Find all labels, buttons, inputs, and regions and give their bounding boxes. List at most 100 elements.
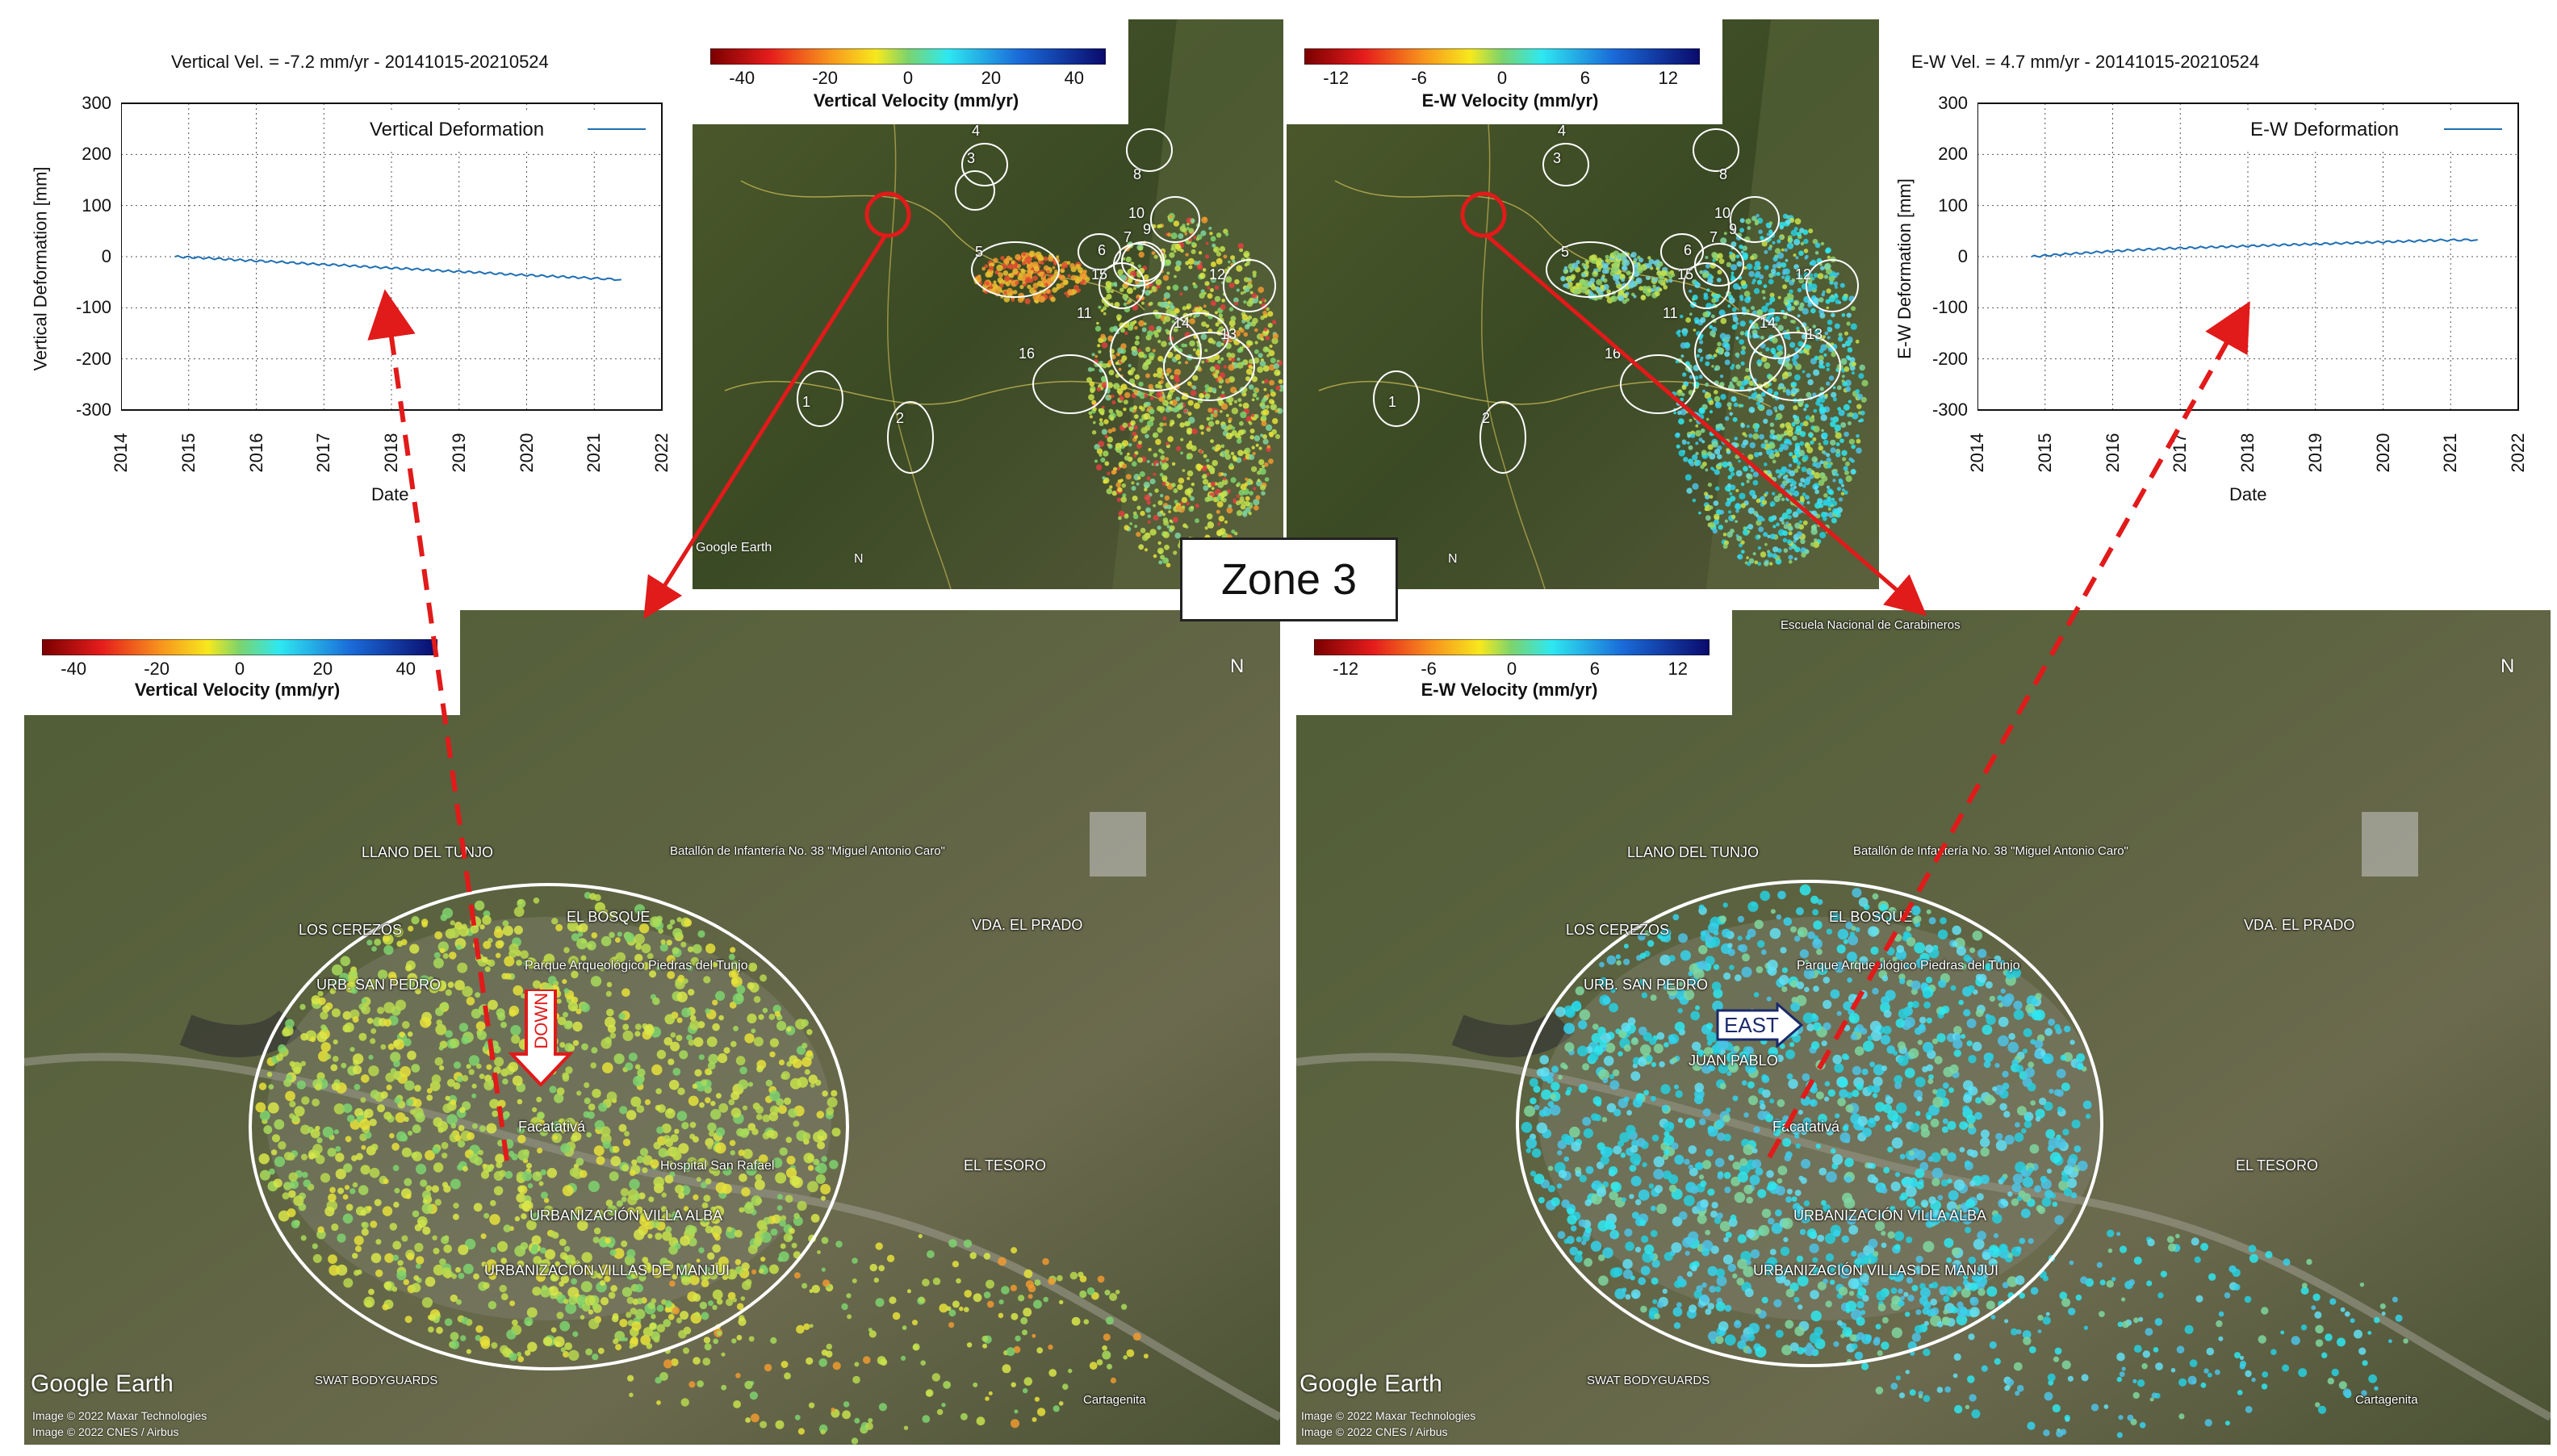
velocity-point: [730, 969, 739, 977]
velocity-point: [1683, 457, 1689, 462]
velocity-point: [989, 266, 994, 271]
velocity-point: [983, 1291, 991, 1299]
velocity-point: [754, 1161, 761, 1169]
velocity-point: [1756, 498, 1761, 504]
velocity-point: [1756, 401, 1760, 406]
ov-e-zones-zone-11: 11: [1663, 305, 1678, 321]
velocity-point: [1754, 428, 1759, 433]
velocity-point: [450, 920, 455, 926]
velocity-point: [1163, 520, 1170, 526]
velocity-point: [1819, 312, 1826, 319]
velocity-point: [396, 1131, 407, 1142]
velocity-point: [983, 1253, 991, 1260]
velocity-point: [1684, 381, 1689, 386]
velocity-point: [516, 1193, 526, 1203]
velocity-point: [780, 1243, 786, 1249]
velocity-point: [1272, 418, 1278, 425]
velocity-point: [1813, 297, 1819, 303]
velocity-point: [991, 283, 998, 290]
velocity-point: [1183, 343, 1188, 348]
velocity-point: [1131, 481, 1135, 485]
velocity-point: [846, 1293, 852, 1299]
velocity-point: [1717, 278, 1722, 282]
velocity-point: [1105, 281, 1111, 287]
velocity-point: [511, 1035, 521, 1044]
velocity-point: [559, 1238, 567, 1246]
velocity-point: [1221, 391, 1225, 395]
velocity-point: [758, 1154, 768, 1164]
velocity-point: [1780, 236, 1783, 239]
velocity-point: [316, 1137, 323, 1144]
velocity-point: [1156, 371, 1163, 379]
velocity-point: [721, 1384, 727, 1391]
velocity-point: [1718, 525, 1723, 530]
velocity-point: [1166, 372, 1170, 376]
velocity-point: [425, 1185, 433, 1192]
velocity-point: [1686, 441, 1690, 445]
velocity-point: [1182, 505, 1186, 509]
velocity-point: [563, 988, 570, 994]
velocity-point: [1748, 395, 1751, 400]
velocity-point: [414, 1085, 421, 1092]
velocity-point: [1931, 1167, 1944, 1179]
velocity-point: [1821, 429, 1824, 433]
ov-v-zones-zone-10: 10: [1128, 205, 1145, 221]
velocity-point: [710, 1213, 721, 1224]
velocity-point: [1975, 1097, 1982, 1104]
velocity-point: [1758, 404, 1764, 410]
velocity-point: [1795, 256, 1799, 260]
velocity-point: [1769, 296, 1776, 303]
velocity-point: [521, 1200, 534, 1211]
velocity-point: [1739, 218, 1745, 224]
velocity-point: [486, 1049, 494, 1056]
velocity-point: [1839, 438, 1844, 443]
velocity-point: [584, 1082, 590, 1089]
velocity-point: [1911, 1333, 1921, 1342]
velocity-point: [1234, 301, 1238, 306]
velocity-point: [772, 1004, 781, 1014]
velocity-point: [1851, 444, 1856, 450]
velocity-point: [1811, 415, 1814, 419]
velocity-point: [1195, 307, 1201, 313]
velocity-point: [634, 933, 645, 945]
ew-legend-label: E-W Deformation: [2250, 119, 2399, 140]
velocity-point: [1099, 421, 1104, 426]
velocity-point: [1728, 297, 1735, 304]
velocity-point: [564, 1043, 574, 1052]
velocity-point: [1230, 316, 1237, 322]
velocity-point: [502, 1078, 508, 1085]
velocity-point: [642, 1167, 648, 1174]
velocity-point: [521, 1213, 527, 1220]
velocity-point: [1861, 379, 1869, 387]
rp-xtick-2015: 2015: [2034, 433, 2055, 473]
velocity-point: [1851, 306, 1856, 312]
velocity-point: [1153, 554, 1157, 559]
velocity-point: [1261, 404, 1266, 410]
velocity-point: [1919, 1161, 1929, 1171]
velocity-point: [1200, 289, 1205, 294]
velocity-point: [1211, 387, 1217, 393]
velocity-point: [721, 1352, 726, 1357]
velocity-point: [1210, 277, 1214, 281]
velocity-point: [1213, 246, 1220, 253]
velocity-point: [1237, 435, 1242, 440]
velocity-point: [580, 1281, 592, 1293]
velocity-point: [1073, 284, 1079, 291]
velocity-point: [1158, 384, 1163, 389]
velocity-point: [503, 1224, 512, 1232]
velocity-point: [1919, 1287, 1931, 1299]
velocity-point: [1005, 282, 1011, 287]
ov-v-zones-zone-5: 5: [975, 244, 984, 260]
velocity-point: [831, 1090, 838, 1097]
velocity-point: [354, 1084, 361, 1090]
velocity-point: [416, 1263, 421, 1270]
velocity-point: [493, 1066, 501, 1074]
velocity-point: [517, 1098, 523, 1105]
velocity-point: [1682, 372, 1687, 377]
velocity-point: [1230, 353, 1236, 358]
velocity-point: [1122, 493, 1127, 498]
velocity-point: [1760, 1103, 1766, 1111]
velocity-point: [785, 1167, 797, 1178]
velocity-point: [1823, 1204, 1831, 1212]
velocity-point: [343, 1278, 354, 1288]
